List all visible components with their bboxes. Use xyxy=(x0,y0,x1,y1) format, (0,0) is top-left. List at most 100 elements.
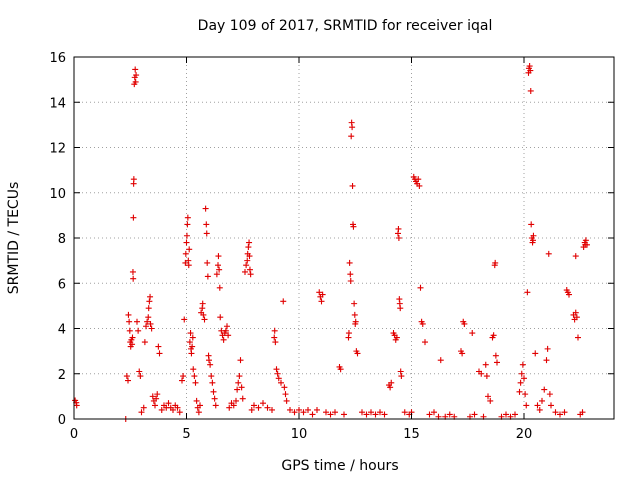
data-point xyxy=(359,409,365,416)
data-point xyxy=(483,373,490,380)
data-point xyxy=(273,366,280,373)
data-point xyxy=(129,334,136,341)
data-point xyxy=(135,327,142,334)
data-point xyxy=(541,386,548,393)
data-point xyxy=(561,409,568,416)
data-point xyxy=(522,391,529,398)
data-point xyxy=(209,379,216,386)
data-point xyxy=(347,277,354,284)
data-point xyxy=(579,409,586,416)
data-point xyxy=(349,182,356,189)
data-point xyxy=(220,336,227,343)
data-point xyxy=(203,230,210,237)
data-point xyxy=(282,391,289,398)
data-point xyxy=(245,244,252,251)
data-point xyxy=(283,397,290,404)
data-point xyxy=(417,284,424,291)
data-point xyxy=(492,259,499,266)
chart-title: Day 109 of 2017, SRMTID for receiver iqa… xyxy=(198,18,493,34)
data-point xyxy=(387,384,394,391)
y-tick-label: 16 xyxy=(49,51,66,66)
data-point xyxy=(216,284,223,291)
data-point xyxy=(176,409,183,416)
data-point xyxy=(575,334,581,341)
data-point xyxy=(215,262,221,269)
data-point xyxy=(534,402,541,409)
data-point xyxy=(278,379,284,386)
data-point xyxy=(471,411,478,418)
data-point xyxy=(397,368,404,375)
data-point xyxy=(494,359,500,366)
data-point xyxy=(518,370,525,377)
data-point xyxy=(332,409,338,416)
data-point xyxy=(377,409,383,416)
data-point xyxy=(145,305,152,312)
data-point xyxy=(152,402,158,409)
data-point xyxy=(183,239,190,246)
data-point xyxy=(347,271,354,278)
data-point xyxy=(246,253,253,260)
data-point xyxy=(246,266,253,273)
data-point xyxy=(415,176,422,183)
data-point xyxy=(372,411,379,418)
data-point xyxy=(186,246,193,253)
data-point xyxy=(485,393,491,400)
data-point xyxy=(572,253,579,260)
data-point xyxy=(422,339,428,346)
data-point xyxy=(337,366,344,373)
data-point xyxy=(469,330,476,337)
data-point xyxy=(233,397,239,404)
data-point xyxy=(154,391,161,398)
data-point xyxy=(416,182,423,189)
data-point xyxy=(244,257,251,264)
data-point xyxy=(184,221,191,228)
data-point xyxy=(446,411,453,418)
data-point xyxy=(512,411,518,418)
data-point xyxy=(211,395,218,402)
data-point xyxy=(318,298,325,305)
data-point xyxy=(255,404,262,411)
data-point xyxy=(287,406,293,413)
data-point xyxy=(381,411,388,418)
data-point xyxy=(132,66,139,73)
data-point xyxy=(557,411,563,418)
data-point xyxy=(224,323,230,330)
data-point xyxy=(264,404,271,411)
data-point xyxy=(126,327,133,334)
data-point xyxy=(123,373,130,380)
data-point xyxy=(573,314,580,321)
data-point xyxy=(207,361,214,368)
data-point xyxy=(230,402,237,409)
data-point xyxy=(437,357,444,364)
x-axis-title: GPS time / hours xyxy=(281,458,398,474)
x-tick-label: 10 xyxy=(291,427,308,442)
data-point xyxy=(530,232,537,239)
data-point xyxy=(129,341,136,348)
data-point xyxy=(236,373,243,380)
data-point xyxy=(431,409,437,416)
data-point xyxy=(516,388,523,395)
data-point xyxy=(341,411,347,418)
data-point xyxy=(145,314,152,321)
data-point xyxy=(503,411,509,418)
data-point xyxy=(528,221,535,228)
data-point xyxy=(419,320,426,327)
data-point xyxy=(296,406,302,413)
data-point xyxy=(133,72,140,79)
data-point xyxy=(203,221,210,228)
data-point xyxy=(144,318,151,325)
data-point xyxy=(348,133,355,140)
data-point xyxy=(281,384,288,391)
data-point xyxy=(539,397,545,404)
data-point xyxy=(271,334,278,341)
data-point xyxy=(158,406,165,413)
data-point xyxy=(242,268,248,275)
data-point xyxy=(200,311,207,318)
data-point xyxy=(393,334,400,341)
data-point xyxy=(397,305,404,312)
data-point xyxy=(395,235,402,241)
data-point xyxy=(461,320,468,327)
data-point xyxy=(189,343,196,350)
data-point xyxy=(217,314,224,321)
